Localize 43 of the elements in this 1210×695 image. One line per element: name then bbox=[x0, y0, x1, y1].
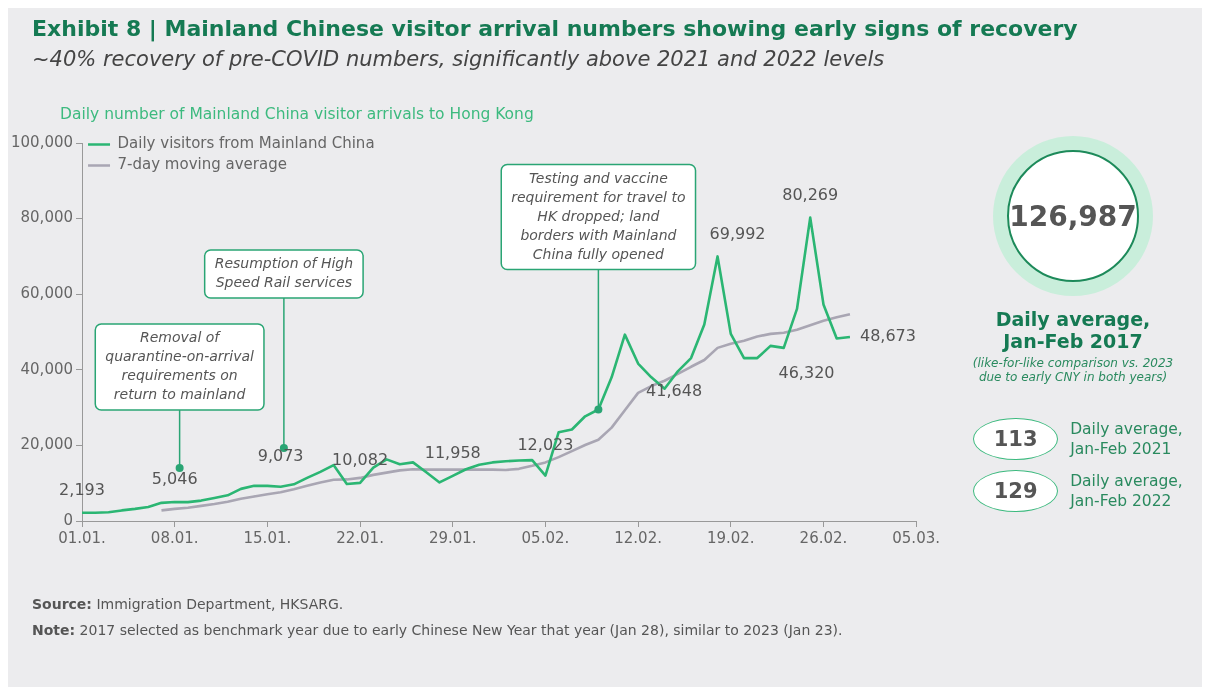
x-tick-label: 12.02. bbox=[614, 528, 662, 547]
x-tick-label: 01.01. bbox=[58, 528, 106, 547]
x-tick-label: 29.01. bbox=[428, 528, 477, 547]
data-label: 9,073 bbox=[257, 445, 304, 465]
data-label: 10,082 bbox=[332, 450, 389, 470]
x-tick-label: 08.01. bbox=[150, 528, 199, 547]
y-tick-label: 40,000 bbox=[20, 359, 74, 378]
data-label: 46,320 bbox=[778, 363, 835, 383]
text: Daily average, Jan-Feb 2017 bbox=[994, 308, 1152, 352]
x-tick-label: 22.01. bbox=[336, 528, 384, 547]
text: Note: 2017 selected as benchmark year due to early Chinese New Year that year (Jan 28), similar to 2023 (Jan 23). bbox=[32, 621, 844, 640]
data-label: 2,193 bbox=[59, 479, 105, 499]
data-label: 69,992 bbox=[709, 223, 766, 243]
x-tick-label: 05.03. bbox=[892, 528, 940, 547]
y-tick-label: 0 bbox=[63, 510, 74, 529]
x-tick-label: 15.01. bbox=[243, 528, 292, 547]
text: Daily average, Jan-Feb 2021 bbox=[1070, 419, 1184, 459]
y-tick-label: 80,000 bbox=[20, 208, 74, 227]
text: 129 bbox=[973, 470, 1059, 512]
data-label: 5,046 bbox=[151, 469, 198, 489]
text: 113 bbox=[973, 418, 1059, 460]
y-tick-label: 100,000 bbox=[11, 132, 74, 151]
y-axis-title: Daily number of Mainland China visitor arrivals to Hong Kong bbox=[60, 105, 535, 123]
y-tick-label: 20,000 bbox=[20, 435, 74, 454]
data-label: 41,648 bbox=[646, 380, 703, 400]
legend-label: Daily visitors from Mainland China bbox=[117, 134, 375, 153]
text: Daily average, Jan-Feb 2022 bbox=[1070, 471, 1184, 511]
y-tick-label: 60,000 bbox=[20, 284, 74, 303]
data-label: 80,269 bbox=[782, 184, 839, 204]
annotation: Resumption of High Speed Rail services bbox=[214, 255, 354, 291]
chart-subtitle: ~40% recovery of pre-COVID numbers, significantly above 2021 and 2022 levels bbox=[32, 47, 886, 71]
x-tick-label: 19.02. bbox=[706, 528, 755, 547]
x-tick-label: 05.02. bbox=[521, 528, 570, 547]
data-label: 11,958 bbox=[424, 442, 481, 462]
source-note: Source: Immigration Department, HKSARG. bbox=[32, 595, 345, 614]
chart-title: Exhibit 8 | Mainland Chinese visitor arrival numbers showing early signs of recovery bbox=[32, 16, 1078, 41]
x-tick-label: 26.02. bbox=[799, 528, 848, 547]
legend-label: 7-day moving average bbox=[117, 155, 287, 174]
data-label: 48,673 bbox=[859, 326, 916, 346]
text: (like-for-like comparison vs. 2023 due to early CNY in both years) bbox=[971, 356, 1175, 384]
annotation: Testing and vaccine requirement for travel to HK dropped; land borders with Mainland China fully opened bbox=[511, 169, 686, 262]
annotation: Removal of quarantine-on-arrival requirements on return to mainland bbox=[105, 329, 255, 403]
text: 126,987 bbox=[1007, 150, 1139, 282]
